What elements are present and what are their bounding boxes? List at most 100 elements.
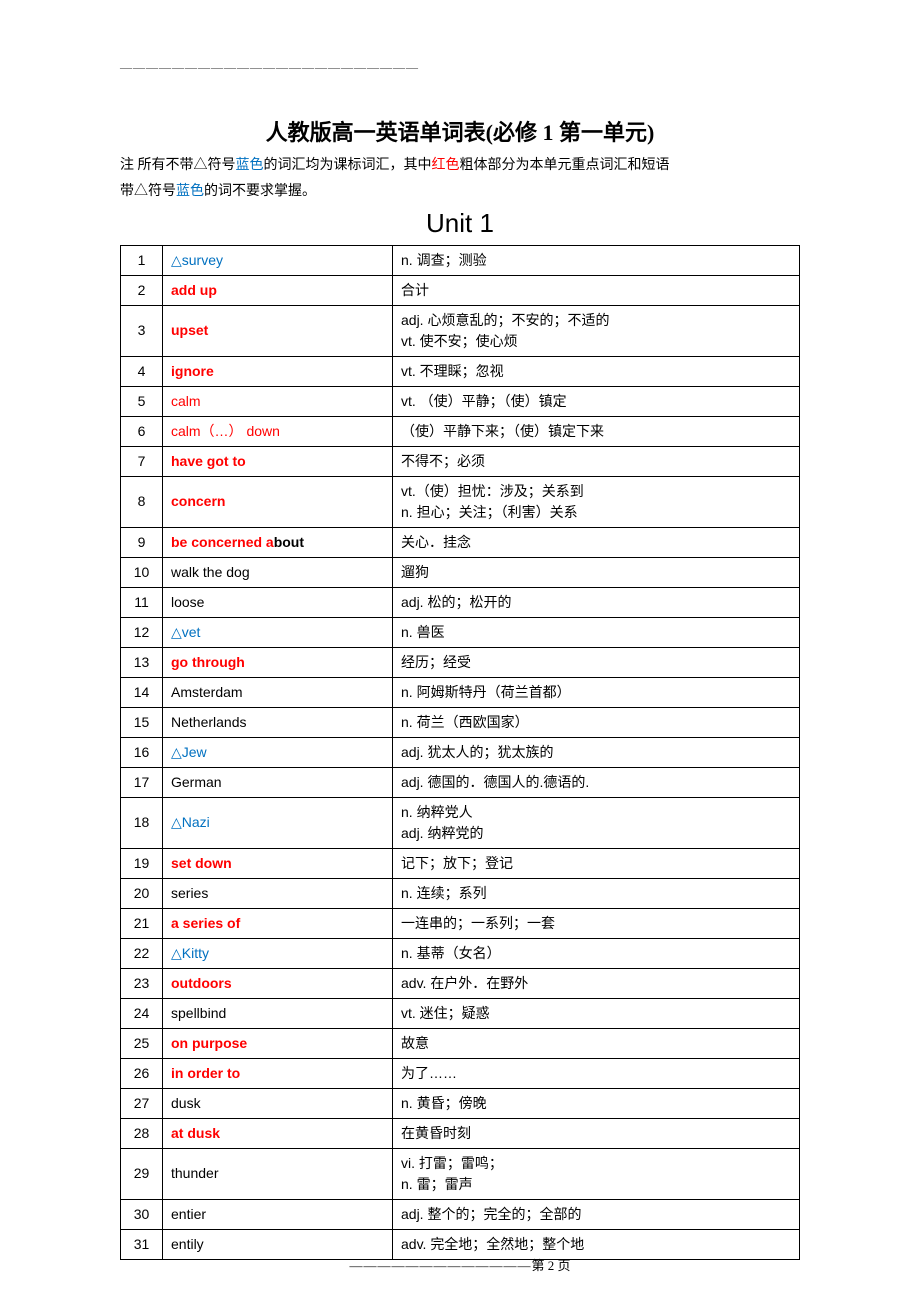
note-line2b: 的词不要求掌握。 — [204, 184, 316, 199]
table-row: 19set down记下；放下；登记 — [121, 848, 800, 878]
row-number: 12 — [121, 617, 163, 647]
row-definition: n. 阿姆斯特丹（荷兰首都） — [393, 677, 800, 707]
row-definition: n. 连续；系列 — [393, 878, 800, 908]
table-row: 27duskn. 黄昏；傍晚 — [121, 1088, 800, 1118]
table-row: 4ignorevt. 不理睬；忽视 — [121, 356, 800, 386]
row-definition: adj. 心烦意乱的；不安的；不适的vt. 使不安；使心烦 — [393, 305, 800, 356]
row-number: 15 — [121, 707, 163, 737]
row-word: Amsterdam — [163, 677, 393, 707]
row-word: in order to — [163, 1058, 393, 1088]
table-row: 8concernvt.（使）担忧：涉及；关系到n. 担心；关注；（利害）关系 — [121, 476, 800, 527]
row-definition: 经历；经受 — [393, 647, 800, 677]
row-definition: vt. 迷住；疑惑 — [393, 998, 800, 1028]
row-number: 10 — [121, 557, 163, 587]
table-row: 10walk the dog遛狗 — [121, 557, 800, 587]
table-row: 23outdoorsadv. 在户外．在野外 — [121, 968, 800, 998]
row-word: Netherlands — [163, 707, 393, 737]
row-word: calm — [163, 386, 393, 416]
row-word: series — [163, 878, 393, 908]
row-word: △Kitty — [163, 938, 393, 968]
row-number: 16 — [121, 737, 163, 767]
note-line-2: 带△符号蓝色的词不要求掌握。 — [120, 181, 800, 203]
row-word: outdoors — [163, 968, 393, 998]
row-number: 5 — [121, 386, 163, 416]
row-definition: n. 黄昏；傍晚 — [393, 1088, 800, 1118]
table-row: 12△vetn. 兽医 — [121, 617, 800, 647]
row-definition: 合计 — [393, 275, 800, 305]
note-mid-1: 的词汇均为课标词汇，其中 — [264, 158, 432, 173]
note-line2a: 带△符号 — [120, 184, 176, 199]
row-number: 23 — [121, 968, 163, 998]
row-definition: n. 荷兰（西欧国家） — [393, 707, 800, 737]
top-dashes: ——————————————————————— — [120, 60, 800, 75]
row-definition: vt. （使）平静；（使）镇定 — [393, 386, 800, 416]
row-number: 25 — [121, 1028, 163, 1058]
table-row: 28at dusk在黄昏时刻 — [121, 1118, 800, 1148]
row-number: 29 — [121, 1148, 163, 1199]
row-word: set down — [163, 848, 393, 878]
row-definition: adj. 松的；松开的 — [393, 587, 800, 617]
table-row: 25on purpose故意 — [121, 1028, 800, 1058]
row-number: 6 — [121, 416, 163, 446]
row-number: 21 — [121, 908, 163, 938]
row-word: calm（…） down — [163, 416, 393, 446]
row-number: 19 — [121, 848, 163, 878]
table-row: 18△Nazin. 纳粹党人adj. 纳粹党的 — [121, 797, 800, 848]
row-word: German — [163, 767, 393, 797]
table-row: 16△Jewadj. 犹太人的；犹太族的 — [121, 737, 800, 767]
page-title: 人教版高一英语单词表(必修 1 第一单元) — [120, 115, 800, 147]
row-definition: n. 兽医 — [393, 617, 800, 647]
row-word: on purpose — [163, 1028, 393, 1058]
table-row: 11looseadj. 松的；松开的 — [121, 587, 800, 617]
row-word: spellbind — [163, 998, 393, 1028]
footer-page-number: 第 2 页 — [531, 1258, 570, 1273]
table-row: 7have got to不得不；必须 — [121, 446, 800, 476]
row-word: thunder — [163, 1148, 393, 1199]
row-definition: adj. 德国的．德国人的.德语的. — [393, 767, 800, 797]
table-row: 30entieradj. 整个的；完全的；全部的 — [121, 1199, 800, 1229]
row-word: upset — [163, 305, 393, 356]
row-definition: 为了…… — [393, 1058, 800, 1088]
row-definition: vt.（使）担忧：涉及；关系到n. 担心；关注；（利害）关系 — [393, 476, 800, 527]
row-definition: 在黄昏时刻 — [393, 1118, 800, 1148]
row-word: go through — [163, 647, 393, 677]
row-definition: 故意 — [393, 1028, 800, 1058]
page-footer: —————————————第 2 页 — [0, 1255, 920, 1274]
row-number: 20 — [121, 878, 163, 908]
row-number: 7 — [121, 446, 163, 476]
unit-title: Unit 1 — [120, 208, 800, 239]
row-word: a series of — [163, 908, 393, 938]
note-mid-2: 粗体部分为本单元重点词汇和短语 — [460, 158, 670, 173]
row-word: △vet — [163, 617, 393, 647]
row-number: 13 — [121, 647, 163, 677]
row-definition: 记下；放下；登记 — [393, 848, 800, 878]
row-definition: （使）平静下来；（使）镇定下来 — [393, 416, 800, 446]
vocab-table: 1△surveyn. 调查；测验2add up合计3upsetadj. 心烦意乱… — [120, 245, 800, 1260]
row-word: entier — [163, 1199, 393, 1229]
table-row: 29thundervi. 打雷；雷鸣；n. 雷；雷声 — [121, 1148, 800, 1199]
row-definition: n. 基蒂（女名） — [393, 938, 800, 968]
table-row: 14Amsterdamn. 阿姆斯特丹（荷兰首都） — [121, 677, 800, 707]
table-row: 26in order to为了…… — [121, 1058, 800, 1088]
row-word: have got to — [163, 446, 393, 476]
row-number: 14 — [121, 677, 163, 707]
row-word: ignore — [163, 356, 393, 386]
table-row: 5calmvt. （使）平静；（使）镇定 — [121, 386, 800, 416]
row-definition: 关心．挂念 — [393, 527, 800, 557]
row-definition: adv. 在户外．在野外 — [393, 968, 800, 998]
row-number: 26 — [121, 1058, 163, 1088]
table-row: 22△Kittyn. 基蒂（女名） — [121, 938, 800, 968]
row-word: concern — [163, 476, 393, 527]
row-number: 22 — [121, 938, 163, 968]
row-number: 3 — [121, 305, 163, 356]
table-row: 9be concerned about关心．挂念 — [121, 527, 800, 557]
row-definition: n. 纳粹党人adj. 纳粹党的 — [393, 797, 800, 848]
row-word: add up — [163, 275, 393, 305]
table-row: 21a series of一连串的；一系列；一套 — [121, 908, 800, 938]
row-word: △Nazi — [163, 797, 393, 848]
row-definition: 一连串的；一系列；一套 — [393, 908, 800, 938]
row-word: walk the dog — [163, 557, 393, 587]
row-definition: n. 调查；测验 — [393, 245, 800, 275]
table-row: 3upsetadj. 心烦意乱的；不安的；不适的vt. 使不安；使心烦 — [121, 305, 800, 356]
table-row: 17Germanadj. 德国的．德国人的.德语的. — [121, 767, 800, 797]
